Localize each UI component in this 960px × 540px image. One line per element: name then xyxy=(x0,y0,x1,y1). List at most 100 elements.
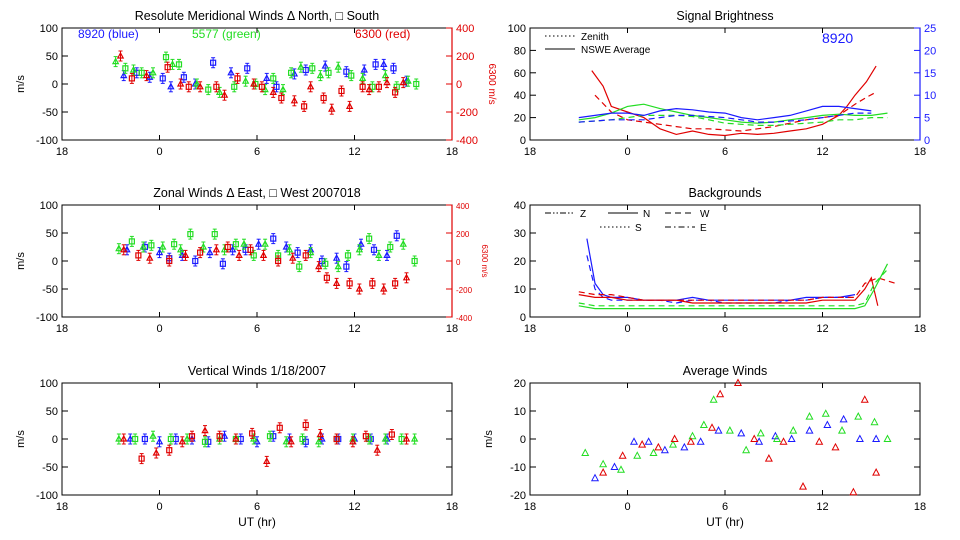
triangle-marker xyxy=(285,245,294,253)
meridional-point-red xyxy=(278,92,285,104)
triangle-marker xyxy=(181,251,190,258)
meridional-y2tick-label: -400 xyxy=(456,135,478,147)
average-ytick-label: -20 xyxy=(510,490,526,502)
meridional-point-red xyxy=(290,95,299,107)
zonal-point-green xyxy=(285,244,294,256)
square-marker xyxy=(219,260,226,267)
zonal-ytick-label: 100 xyxy=(40,200,58,212)
backgrounds-series-green-solid xyxy=(578,263,889,310)
meridional-ytick-label: -50 xyxy=(42,107,58,119)
legend-S-label: S xyxy=(635,223,642,234)
meridional-point-red xyxy=(338,85,345,97)
zonal-xtick-label: 18 xyxy=(56,323,68,335)
square-marker xyxy=(201,438,209,445)
average-point-green xyxy=(883,434,892,442)
zonal-point-green xyxy=(171,238,178,250)
average-point-green xyxy=(668,440,678,448)
square-marker xyxy=(301,103,308,110)
square-marker xyxy=(362,433,369,440)
square-marker xyxy=(359,83,366,90)
backgrounds-xtick-label: 0 xyxy=(624,323,630,335)
triangle-marker xyxy=(290,96,299,104)
square-marker xyxy=(270,433,277,440)
square-marker xyxy=(270,75,277,82)
meridional-point-green xyxy=(404,75,412,87)
meridional-point-green xyxy=(297,61,305,73)
square-marker xyxy=(213,83,220,90)
vertical-point-green xyxy=(410,433,419,445)
meridional-point-red xyxy=(365,84,373,96)
triangle-marker xyxy=(129,65,138,73)
average-point-red xyxy=(831,442,840,451)
vertical-point-blue xyxy=(237,433,244,445)
meridional-point-green xyxy=(334,61,342,73)
signal-ytick-label: 0 xyxy=(520,135,526,147)
zonal-point-blue xyxy=(294,247,301,259)
triangle-marker xyxy=(167,82,175,90)
vertical-ytick-label: -100 xyxy=(36,490,58,502)
vertical-point-green xyxy=(381,433,390,445)
meridional-point-green xyxy=(162,51,170,63)
meridional-y2tick-label: -200 xyxy=(456,107,478,119)
triangle-marker xyxy=(227,68,235,76)
triangle-marker xyxy=(306,82,315,90)
zonal-point-red xyxy=(181,249,190,261)
square-marker xyxy=(387,243,394,251)
zonal-point-red xyxy=(402,272,411,284)
average-point-red xyxy=(716,389,725,398)
zonal-point-red xyxy=(302,249,309,261)
meridional-point-red xyxy=(301,100,308,112)
zonal-point-red xyxy=(380,283,388,295)
square-marker xyxy=(320,94,327,102)
meridional-point-blue xyxy=(302,64,309,76)
meridional-point-red xyxy=(328,103,336,115)
meridional-point-red xyxy=(213,81,220,93)
meridional-point-green xyxy=(138,67,145,79)
square-marker xyxy=(323,274,330,281)
legend-Z-label: Z xyxy=(580,209,586,220)
zonal-y2tick-label: 0 xyxy=(456,258,461,267)
vertical-point-green xyxy=(398,433,405,445)
vertical-y-label: m/s xyxy=(15,430,27,448)
meridional-point-blue xyxy=(167,81,175,93)
backgrounds-xtick-label: 18 xyxy=(914,323,926,335)
signal-ytick-label: 80 xyxy=(514,45,526,57)
triangle-marker xyxy=(206,248,214,256)
vertical-point-red xyxy=(373,444,381,456)
annotation-red: 6300 (red) xyxy=(355,27,410,41)
average-point-blue xyxy=(660,445,669,454)
vertical-point-green xyxy=(115,433,123,445)
triangle-marker xyxy=(120,245,128,253)
average-point-blue xyxy=(629,437,639,445)
zonal-point-green xyxy=(411,255,418,267)
vertical-point-blue xyxy=(126,433,134,445)
annotation-green: 5577 (green) xyxy=(192,27,261,41)
square-marker xyxy=(372,61,379,68)
zonal-ytick-label: 50 xyxy=(46,228,58,240)
vertical-xtick-label: 6 xyxy=(254,501,260,513)
square-marker xyxy=(231,83,238,90)
zonal-point-red xyxy=(392,277,399,289)
zonal-y-label: m/s xyxy=(15,252,27,270)
square-marker xyxy=(343,263,350,270)
backgrounds-series-blue-solid xyxy=(586,238,856,301)
average-point-green xyxy=(688,431,697,440)
square-marker xyxy=(296,263,303,270)
average-point-green xyxy=(821,409,830,417)
triangle-marker xyxy=(269,88,277,96)
meridional-point-green xyxy=(348,70,355,82)
meridional-point-blue xyxy=(372,58,379,70)
triangle-marker xyxy=(380,60,388,68)
meridional-point-green xyxy=(279,84,287,96)
vertical-point-green xyxy=(167,433,174,445)
triangle-marker xyxy=(235,251,243,258)
signal-series-green-dashed xyxy=(578,114,888,127)
square-marker xyxy=(369,280,376,287)
triangle-marker xyxy=(199,242,208,250)
square-marker xyxy=(247,246,254,253)
average-ytick-label: -10 xyxy=(510,462,526,474)
square-marker xyxy=(266,433,274,440)
triangle-marker xyxy=(399,78,407,86)
triangle-marker xyxy=(146,253,154,261)
